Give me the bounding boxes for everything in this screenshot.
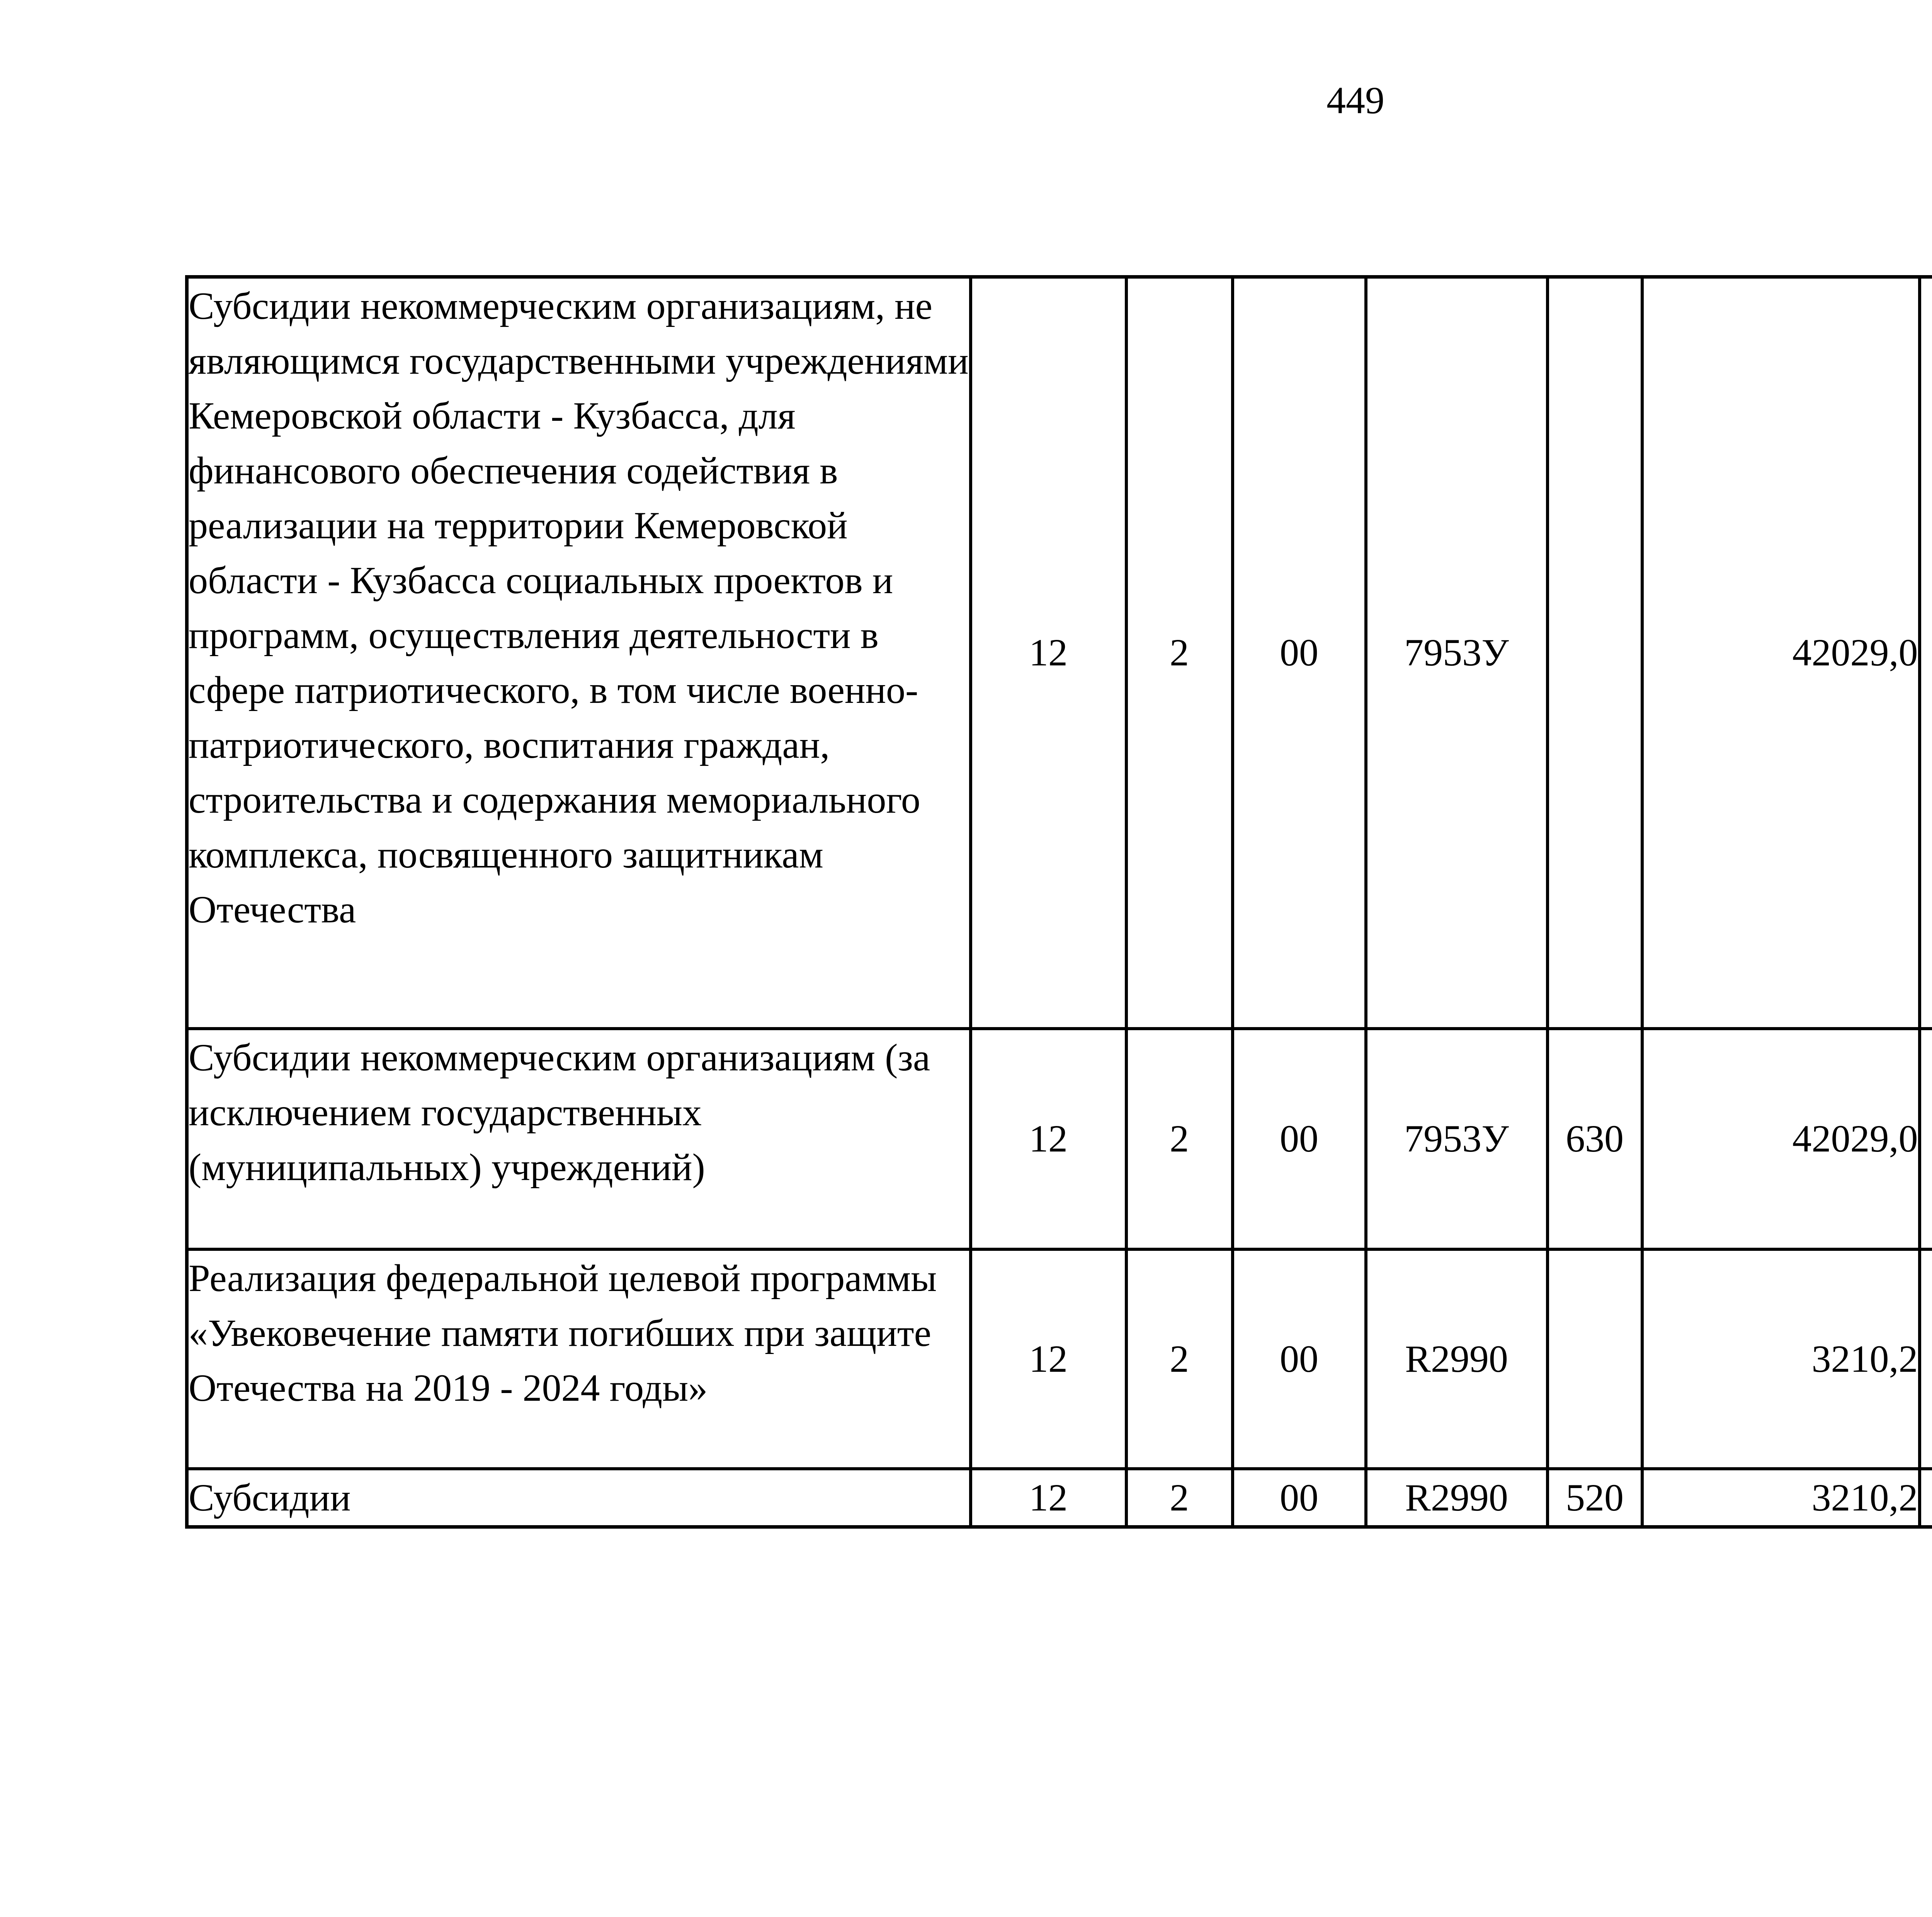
expense-item-name-cell: Субсидии некоммерческим организациям (за…	[185, 1027, 972, 1251]
code-subsection-cell: 00	[1231, 1027, 1367, 1251]
table-row: Реализация федеральной целевой программы…	[185, 1247, 1932, 1470]
amount-year2-cell	[1918, 275, 1932, 1030]
code-chapter-cell: 12	[969, 1247, 1128, 1470]
code-target-article-cell: 7953У	[1364, 1027, 1549, 1251]
amount-year1-cell: 42029,0	[1640, 275, 1921, 1030]
code-chapter-cell: 12	[969, 1467, 1128, 1529]
code-target-article-cell: R2990	[1364, 1247, 1549, 1470]
code-expense-type-cell	[1546, 275, 1644, 1030]
amount-year2-cell	[1918, 1027, 1932, 1251]
table-row: Субсидии некоммерческим организациям (за…	[185, 1027, 1932, 1251]
amount-year2-cell: 3168,6	[1918, 1247, 1932, 1470]
page-number: 449	[1327, 79, 1384, 122]
budget-allocation-table: Субсидии некоммерческим организациям, не…	[185, 275, 1932, 1529]
code-chapter-cell: 12	[969, 275, 1128, 1030]
amount-year2-cell: 3168,6	[1918, 1467, 1932, 1529]
code-section-cell: 2	[1124, 1467, 1234, 1529]
code-subsection-cell: 00	[1231, 275, 1367, 1030]
code-subsection-cell: 00	[1231, 1247, 1367, 1470]
code-expense-type-cell: 630	[1546, 1027, 1644, 1251]
amount-year1-cell: 3210,2	[1640, 1467, 1921, 1529]
code-subsection-cell: 00	[1231, 1467, 1367, 1529]
code-section-cell: 2	[1124, 1247, 1234, 1470]
code-section-cell: 2	[1124, 1027, 1234, 1251]
amount-year1-cell: 3210,2	[1640, 1247, 1921, 1470]
code-section-cell: 2	[1124, 275, 1234, 1030]
table-row: Субсидии 12 2 00 R2990 520 3210,2 3168,6	[185, 1467, 1932, 1529]
code-expense-type-cell: 520	[1546, 1467, 1644, 1529]
table-row: Субсидии некоммерческим организациям, не…	[185, 275, 1932, 1030]
expense-item-name-cell: Субсидии некоммерческим организациям, не…	[185, 275, 972, 1030]
code-chapter-cell: 12	[969, 1027, 1128, 1251]
code-target-article-cell: R2990	[1364, 1467, 1549, 1529]
code-expense-type-cell	[1546, 1247, 1644, 1470]
amount-year1-cell: 42029,0	[1640, 1027, 1921, 1251]
expense-item-name-cell: Субсидии	[185, 1467, 972, 1529]
code-target-article-cell: 7953У	[1364, 275, 1549, 1030]
expense-item-name-cell: Реализация федеральной целевой программы…	[185, 1247, 972, 1470]
